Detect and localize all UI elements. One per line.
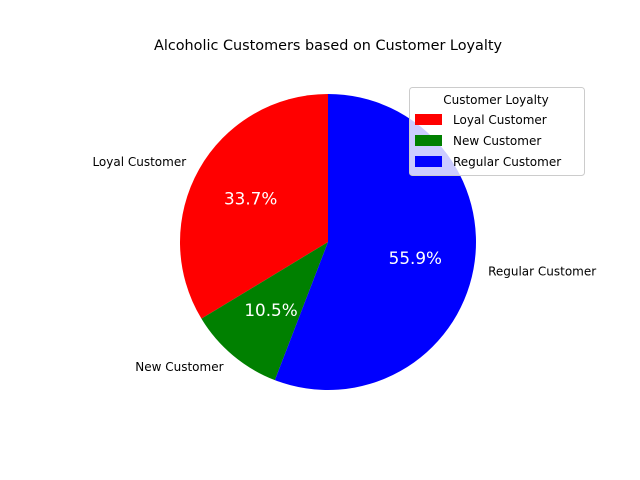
percent-label-regular-customer: 55.9% (389, 248, 442, 268)
pie-slice-new-customer (201, 242, 328, 381)
legend: Customer Loyalty Loyal Customer New Custo… (409, 87, 585, 176)
pie-slice-loyal-customer (180, 94, 328, 319)
category-label-new-customer: New Customer (135, 360, 223, 374)
legend-label-loyal-customer: Loyal Customer (453, 113, 547, 127)
legend-label-regular-customer: Regular Customer (453, 155, 561, 169)
category-label-regular-customer: Regular Customer (488, 265, 596, 279)
percent-labels: 33.7% 10.5% 55.9% (224, 188, 442, 320)
legend-swatch-loyal-customer (415, 114, 442, 125)
category-labels: Loyal Customer New Customer Regular Custom… (92, 155, 596, 374)
category-label-loyal-customer: Loyal Customer (92, 155, 186, 169)
legend-swatch-new-customer (415, 135, 442, 146)
legend-frame (409, 87, 585, 176)
percent-label-loyal-customer: 33.7% (224, 188, 277, 208)
legend-items: Loyal Customer New Customer Regular Custom… (415, 113, 561, 169)
legend-title: Customer Loyalty (443, 93, 549, 107)
percent-label-new-customer: 10.5% (244, 300, 297, 320)
chart-title: Alcoholic Customers based on Customer Lo… (154, 38, 502, 54)
legend-label-new-customer: New Customer (453, 134, 541, 148)
legend-swatch-regular-customer (415, 156, 442, 167)
